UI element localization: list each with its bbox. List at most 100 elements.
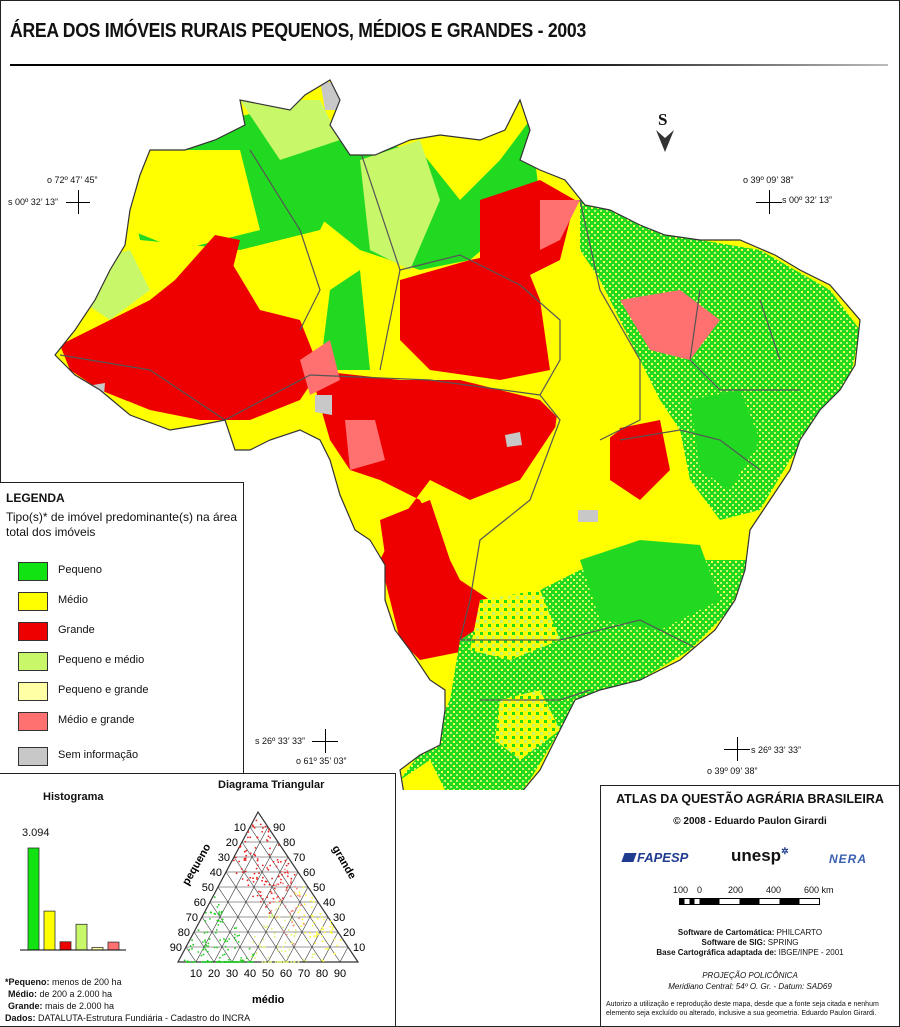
triangle-gridline [217, 886, 269, 963]
triangle-point [235, 961, 238, 963]
triangle-point [269, 836, 271, 839]
triangle-tick-right: 20 [343, 927, 355, 939]
triangle-point [317, 933, 320, 936]
triangle-point [262, 827, 264, 829]
software-term: Software de SIG: [701, 938, 766, 947]
triangle-point [324, 931, 326, 934]
triangle-point [290, 961, 293, 963]
triangle-point [276, 949, 279, 952]
triangle-point [256, 894, 259, 897]
triangle-point [238, 846, 241, 849]
triangle-point [207, 942, 210, 945]
triangle-point [238, 860, 240, 863]
triangle-point [246, 961, 249, 963]
triangle-point [315, 936, 318, 938]
triangle-point [269, 902, 271, 904]
triangle-point [254, 957, 256, 960]
triangle-point [286, 875, 289, 878]
legend-swatch [18, 622, 48, 641]
triangle-point [315, 934, 318, 937]
triangle-point [221, 961, 224, 963]
triangle-point [224, 945, 227, 948]
triangle-point [258, 943, 261, 945]
triangle-point [206, 950, 209, 953]
triangle-point [294, 885, 296, 888]
triangle-point [293, 873, 296, 876]
triangle-point [282, 926, 284, 929]
triangle-point [244, 870, 247, 873]
triangle-point [283, 961, 285, 963]
triangle-gridline [339, 946, 349, 963]
triangle-tick-left: 80 [178, 927, 190, 939]
triangle-point [274, 891, 276, 894]
triangle-point [206, 931, 209, 934]
triangle-point [256, 864, 259, 866]
triangle-point [329, 920, 332, 923]
triangle-point [239, 959, 242, 961]
triangle-point [333, 938, 336, 941]
software-line-sig: Software de SIG: SPRING [601, 938, 899, 948]
triangle-point [209, 918, 211, 920]
triangle-point [204, 948, 207, 951]
triangle-point [329, 925, 332, 928]
coord-nw-lon: o 72º 47’ 45” [47, 175, 98, 185]
coord-ne-lat: s 00º 32’ 13” [782, 195, 832, 205]
triangle-gridline [241, 841, 323, 963]
triangle-point [322, 960, 325, 962]
projection-detail: Meridiano Central: 54º O. Gr. - Datum: S… [668, 982, 832, 991]
triangle-tick-left: 10 [234, 822, 246, 834]
triangle-point [210, 961, 213, 963]
definition-term: *Pequeno: [5, 977, 50, 987]
histogram-bar [75, 923, 88, 951]
triangle-gridline [195, 826, 269, 963]
triangle-point [204, 961, 206, 963]
triangle-title: Diagrama Triangular [218, 779, 325, 791]
triangle-point [241, 878, 244, 880]
triangle-point [276, 883, 279, 885]
triangle-point [251, 961, 254, 963]
triangle-point [191, 939, 193, 942]
triangle-point [292, 924, 295, 927]
triangle-point [204, 920, 207, 922]
triangle-point [214, 913, 217, 915]
triangle-point [292, 961, 295, 963]
triangle-point [221, 918, 224, 921]
scale-label-100: 100 [673, 885, 689, 895]
triangle-point [208, 961, 211, 963]
triangle-tick-bottom: 70 [298, 968, 310, 980]
triangle-point [261, 961, 264, 963]
triangle-point [263, 883, 266, 886]
triangle-point [252, 895, 254, 898]
triangle-point [284, 871, 286, 874]
triangle-point [252, 941, 255, 944]
triangle-point [268, 828, 270, 831]
triangle-tick-right: 40 [323, 897, 335, 909]
triangle-point [265, 906, 267, 908]
triangle-point [282, 882, 284, 885]
triangle-point [280, 950, 283, 952]
triangle-tick-bottom: 80 [316, 968, 328, 980]
triangle-point [249, 961, 252, 963]
crosshair-nw-v [78, 190, 79, 214]
triangle-point [247, 836, 249, 839]
coord-ne-lon: o 39º 09’ 38” [743, 175, 794, 185]
triangle-point [189, 961, 192, 963]
triangle-gridline [249, 826, 341, 963]
triangle-point [282, 897, 284, 899]
triangle-point [228, 958, 230, 961]
triangle-point [311, 953, 314, 956]
triangle-point [313, 935, 315, 937]
triangle-point [256, 878, 258, 880]
triangle-point [268, 912, 271, 914]
triangle-point [280, 860, 282, 863]
triangle-point [275, 884, 277, 887]
triangle-point [269, 847, 271, 850]
triangle-point [218, 913, 221, 916]
triangle-point [280, 899, 283, 902]
triangle-point [290, 880, 293, 883]
fapesp-logo-text: FAPESP [637, 850, 689, 865]
triangle-point [243, 850, 246, 853]
triangle-point [309, 932, 311, 934]
histogram-max-label: 3.094 [22, 827, 50, 839]
triangle-point [282, 945, 285, 948]
